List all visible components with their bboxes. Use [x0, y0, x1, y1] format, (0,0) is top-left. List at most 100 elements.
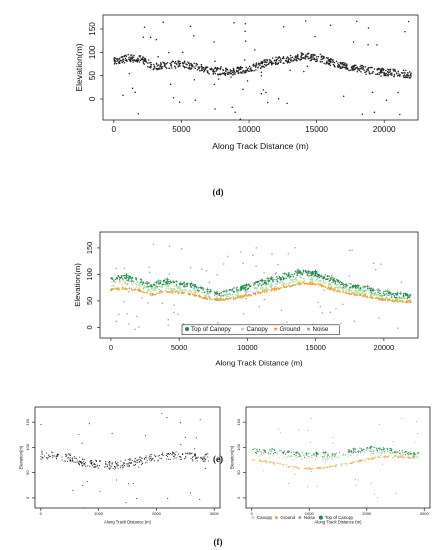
- data-point: [95, 460, 97, 462]
- data-point: [51, 455, 53, 457]
- data-point: [261, 62, 264, 65]
- data-point: [409, 301, 412, 303]
- data-point: [203, 68, 205, 70]
- data-point: [349, 450, 353, 453]
- data-point: [78, 462, 80, 464]
- y-axis-label: Elevation(m): [19, 445, 24, 469]
- data-point: [148, 266, 150, 269]
- data-point: [357, 286, 359, 289]
- data-point: [52, 452, 54, 454]
- data-point: [315, 58, 317, 61]
- data-point: [260, 284, 263, 287]
- data-point: [132, 56, 135, 58]
- data-point: [373, 493, 376, 495]
- data-point: [347, 448, 349, 451]
- data-point: [123, 55, 126, 57]
- data-point: [344, 454, 346, 456]
- data-point: [231, 289, 233, 292]
- data-point: [361, 292, 363, 295]
- data-point: [298, 453, 300, 455]
- data-point: [72, 459, 74, 461]
- data-point: [137, 113, 140, 115]
- data-point: [173, 456, 175, 458]
- data-point: [159, 282, 162, 284]
- data-point: [111, 281, 113, 283]
- data-point: [340, 322, 342, 325]
- data-point: [148, 289, 150, 291]
- data-point: [337, 62, 339, 64]
- data-point: [286, 321, 288, 323]
- data-point: [165, 281, 168, 284]
- data-point: [304, 467, 306, 469]
- data-point: [332, 455, 334, 457]
- data-point: [283, 282, 286, 284]
- data-point: [294, 455, 296, 457]
- data-point: [115, 62, 118, 65]
- data-point: [403, 72, 405, 74]
- x-tick-label: 2000: [362, 511, 372, 516]
- data-point: [371, 457, 373, 459]
- data-point: [288, 285, 291, 288]
- data-point: [313, 58, 316, 61]
- data-point: [405, 450, 407, 453]
- data-point: [139, 459, 141, 461]
- x-tick-label: 15000: [305, 343, 326, 352]
- data-point: [178, 62, 181, 65]
- data-point: [270, 284, 272, 287]
- data-point: [187, 61, 189, 63]
- data-point: [353, 64, 356, 67]
- data-point: [320, 466, 323, 468]
- data-point: [122, 279, 124, 282]
- data-point: [67, 456, 69, 459]
- data-point: [145, 286, 147, 289]
- data-point: [403, 76, 406, 79]
- data-point: [235, 294, 237, 296]
- data-point: [385, 293, 387, 295]
- data-point: [361, 68, 364, 70]
- data-point: [250, 290, 252, 293]
- data-point: [304, 57, 307, 60]
- data-point: [118, 279, 121, 282]
- data-point: [245, 66, 247, 69]
- data-point: [109, 467, 111, 469]
- data-point: [326, 458, 328, 460]
- data-point: [351, 461, 353, 463]
- panel-label: (e): [213, 454, 223, 464]
- data-point: [406, 76, 408, 78]
- data-point: [118, 58, 120, 61]
- data-point: [401, 417, 403, 420]
- y-tick-label: 100: [236, 443, 241, 450]
- data-point: [329, 284, 332, 287]
- data-point: [294, 466, 296, 468]
- data-point: [258, 455, 260, 457]
- data-point: [315, 457, 317, 459]
- data-point: [387, 299, 389, 302]
- data-point: [124, 59, 127, 61]
- data-point: [225, 69, 227, 72]
- data-point: [183, 288, 185, 291]
- data-point: [242, 313, 245, 315]
- data-point: [280, 309, 283, 312]
- data-point: [142, 282, 144, 284]
- data-point: [77, 461, 79, 463]
- data-point: [352, 462, 354, 464]
- data-point: [134, 463, 137, 465]
- data-point: [309, 441, 311, 443]
- data-point: [358, 460, 360, 462]
- data-point: [166, 417, 168, 419]
- data-point: [398, 455, 400, 457]
- data-point: [262, 65, 264, 67]
- data-point: [320, 455, 322, 457]
- data-point: [124, 54, 127, 56]
- data-point: [325, 56, 328, 59]
- data-point: [316, 455, 318, 457]
- data-point: [114, 287, 116, 290]
- data-point: [129, 459, 131, 461]
- data-point: [295, 466, 298, 468]
- data-point: [105, 462, 107, 464]
- data-point: [367, 450, 369, 452]
- data-point: [120, 465, 122, 467]
- data-point: [182, 453, 184, 455]
- data-point: [84, 463, 86, 465]
- x-tick-label: 1000: [94, 511, 104, 516]
